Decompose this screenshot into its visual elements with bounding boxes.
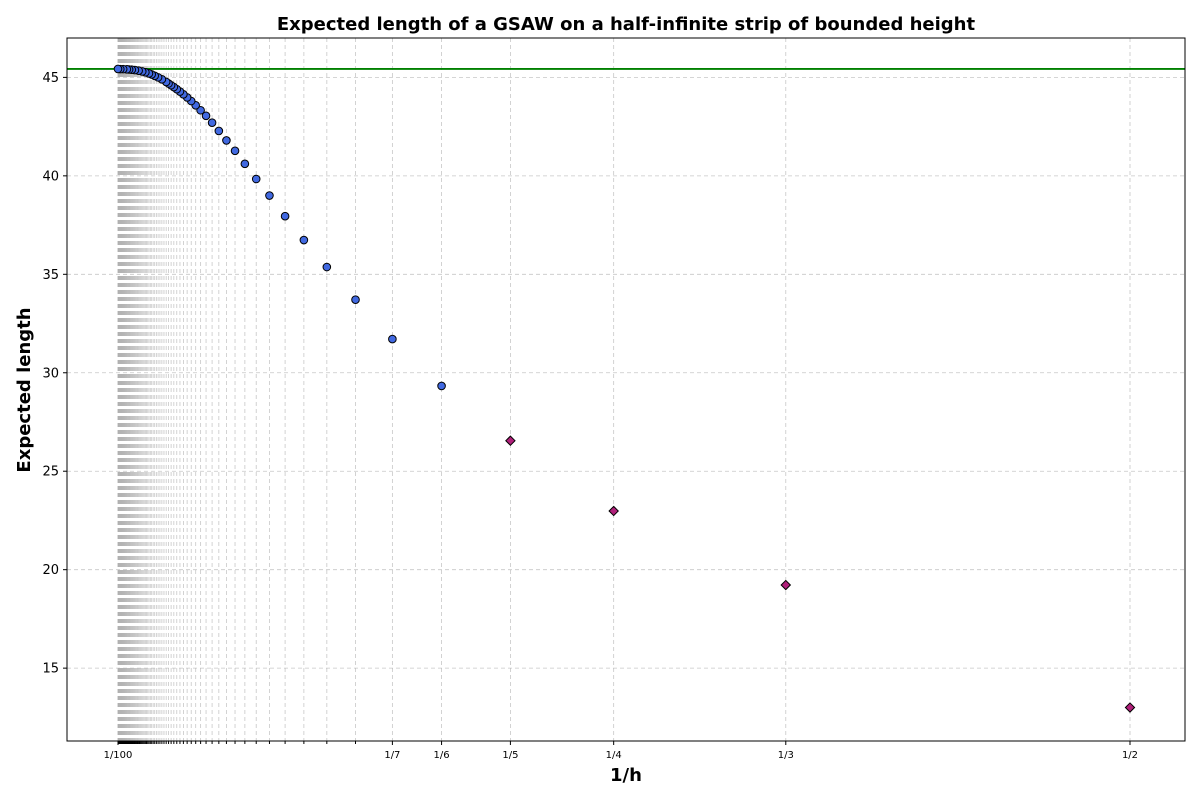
x-tick-label: 1/2 <box>1122 750 1138 761</box>
y-tick-label: 40 <box>42 169 59 184</box>
data-point <box>207 118 217 127</box>
data-point <box>351 295 360 305</box>
data-point-diamond <box>780 579 792 591</box>
plot-frame <box>66 37 1186 742</box>
y-tick-label: 45 <box>42 71 59 86</box>
points-layer <box>113 64 1136 713</box>
data-point <box>280 211 290 221</box>
data-point-diamond <box>608 505 619 517</box>
axes-layer <box>66 37 1186 742</box>
data-point-diamond <box>505 435 516 447</box>
chart-title: Expected length of a GSAW on a half-infi… <box>277 14 976 35</box>
data-point <box>222 136 231 145</box>
x-axis-label: 1/h <box>610 765 642 786</box>
data-point <box>388 334 397 344</box>
y-tick-label: 15 <box>42 662 59 677</box>
data-point <box>322 262 332 272</box>
data-point <box>251 174 261 184</box>
data-point <box>437 381 446 391</box>
data-point <box>299 235 309 245</box>
x-tick-label: 1/4 <box>606 750 622 761</box>
x-tick-label: 1/100 <box>104 750 133 761</box>
x-tick-label: 1/6 <box>434 750 450 761</box>
data-point <box>201 111 211 121</box>
x-tick-label: 1/7 <box>384 750 400 761</box>
data-point <box>230 146 240 156</box>
data-point <box>214 126 224 136</box>
y-tick-label: 35 <box>42 268 59 283</box>
ticks-layer: 1/100 1/7 1/6 1/5 1/4 1/3 1/2 15 20 25 30 35 40 45 <box>42 71 1138 761</box>
data-point <box>240 159 250 169</box>
y-axis-label: Expected length <box>14 307 35 472</box>
data-point-diamond <box>1124 702 1136 713</box>
x-tick-label: 1/3 <box>778 750 794 761</box>
grid-layer <box>67 38 1185 741</box>
x-tick-label: 1/5 <box>502 750 518 761</box>
y-tick-label: 30 <box>42 366 59 381</box>
data-point <box>113 64 123 74</box>
y-tick-label: 25 <box>42 465 59 480</box>
y-tick-label: 20 <box>42 563 59 578</box>
data-point <box>265 191 274 200</box>
